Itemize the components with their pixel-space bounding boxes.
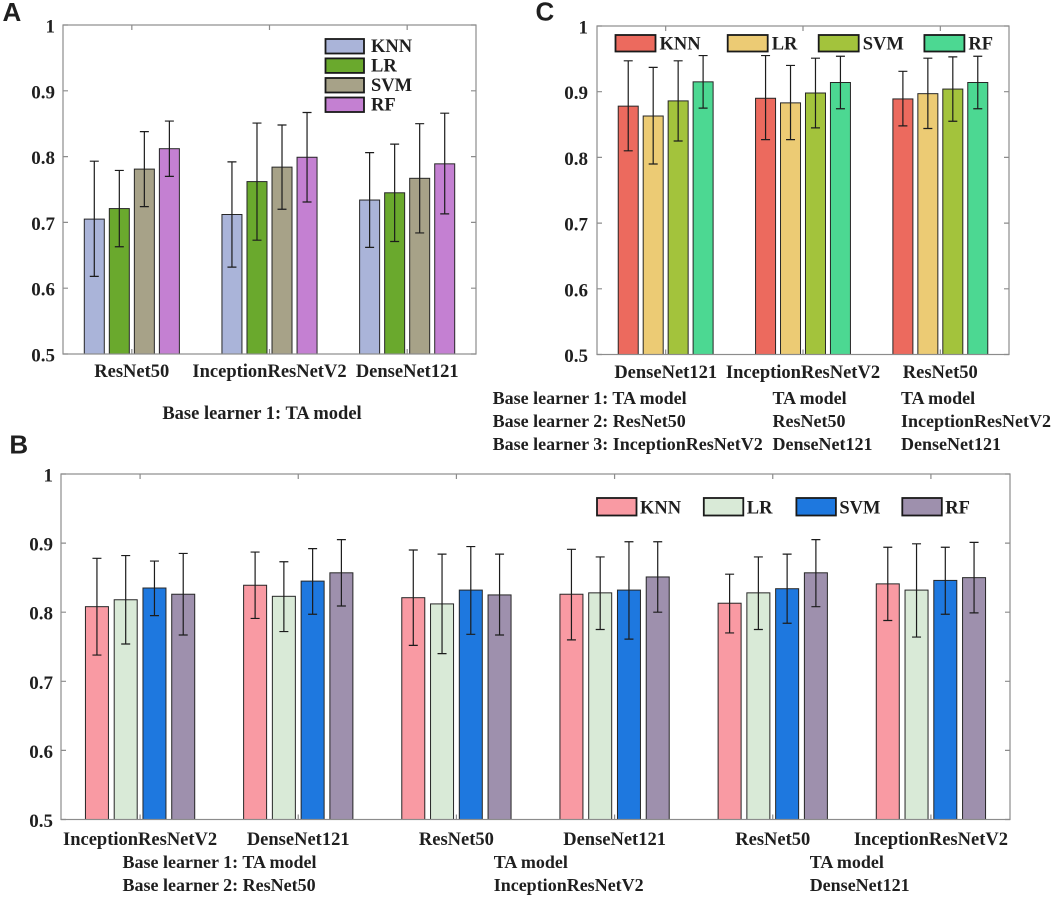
svg-text:SVM: SVM	[371, 76, 412, 96]
svg-text:SVM: SVM	[839, 499, 880, 519]
svg-text:Base learner 3: InceptionResNe: Base learner 3: InceptionResNetV2	[493, 434, 763, 454]
svg-text:Base learner 2: ResNet50: Base learner 2: ResNet50	[493, 411, 686, 431]
svg-text:LR: LR	[772, 35, 798, 55]
svg-text:0.8: 0.8	[29, 604, 53, 625]
svg-text:InceptionResNetV2: InceptionResNetV2	[63, 830, 217, 850]
svg-text:InceptionResNetV2: InceptionResNetV2	[901, 411, 1051, 431]
svg-text:RF: RF	[968, 35, 993, 55]
svg-text:TA model: TA model	[901, 388, 975, 408]
svg-text:SVM: SVM	[863, 35, 904, 55]
svg-text:InceptionResNetV2: InceptionResNetV2	[192, 362, 346, 382]
svg-text:TA model: TA model	[494, 852, 568, 872]
svg-text:InceptionResNetV2: InceptionResNetV2	[494, 875, 644, 895]
svg-text:0.6: 0.6	[31, 280, 55, 301]
svg-text:InceptionResNetV2: InceptionResNetV2	[854, 830, 1008, 850]
svg-text:A: A	[3, 0, 22, 27]
svg-text:InceptionResNetV2: InceptionResNetV2	[726, 363, 880, 383]
svg-text:B: B	[9, 430, 28, 460]
svg-text:0.8: 0.8	[31, 148, 55, 169]
svg-text:ResNet50: ResNet50	[773, 411, 846, 431]
svg-text:KNN: KNN	[640, 499, 682, 519]
svg-text:DenseNet121: DenseNet121	[247, 830, 350, 850]
svg-text:TA model: TA model	[773, 388, 847, 408]
svg-text:RF: RF	[945, 499, 970, 519]
svg-text:ResNet50: ResNet50	[419, 830, 494, 850]
svg-text:LR: LR	[371, 57, 397, 77]
svg-text:DenseNet121: DenseNet121	[356, 362, 459, 382]
svg-text:0.9: 0.9	[31, 82, 55, 103]
svg-text:ResNet50: ResNet50	[94, 362, 169, 382]
svg-text:Base learner 2: ResNet50: Base learner 2: ResNet50	[123, 875, 316, 895]
svg-text:0.7: 0.7	[564, 215, 588, 236]
svg-text:1: 1	[46, 17, 56, 38]
svg-text:Base learner 1: TA model: Base learner 1: TA model	[123, 852, 317, 872]
svg-text:0.5: 0.5	[564, 346, 588, 367]
svg-text:1: 1	[579, 18, 589, 39]
svg-text:0.9: 0.9	[29, 535, 53, 556]
svg-text:DenseNet121: DenseNet121	[614, 363, 717, 383]
svg-text:0.6: 0.6	[29, 742, 53, 763]
svg-text:ResNet50: ResNet50	[735, 830, 810, 850]
svg-text:C: C	[536, 0, 555, 26]
svg-text:TA model: TA model	[810, 852, 884, 872]
svg-text:Base learner 1: TA model: Base learner 1: TA model	[162, 404, 361, 424]
svg-text:0.5: 0.5	[29, 811, 53, 832]
svg-text:1: 1	[44, 466, 54, 487]
svg-text:0.8: 0.8	[564, 149, 588, 170]
svg-text:KNN: KNN	[660, 35, 702, 55]
svg-text:0.9: 0.9	[564, 83, 588, 104]
svg-text:DenseNet121: DenseNet121	[901, 434, 1001, 454]
svg-text:0.7: 0.7	[29, 673, 53, 694]
svg-text:0.5: 0.5	[31, 346, 55, 367]
svg-text:0.6: 0.6	[564, 280, 588, 301]
svg-text:KNN: KNN	[371, 37, 413, 57]
svg-text:LR: LR	[747, 499, 773, 519]
svg-text:DenseNet121: DenseNet121	[810, 875, 910, 895]
svg-text:DenseNet121: DenseNet121	[563, 830, 666, 850]
svg-text:ResNet50: ResNet50	[903, 363, 978, 383]
svg-text:RF: RF	[371, 96, 396, 116]
svg-text:DenseNet121: DenseNet121	[773, 434, 873, 454]
svg-text:0.7: 0.7	[31, 214, 55, 235]
svg-text:Base learner 1: TA model: Base learner 1: TA model	[493, 388, 687, 408]
